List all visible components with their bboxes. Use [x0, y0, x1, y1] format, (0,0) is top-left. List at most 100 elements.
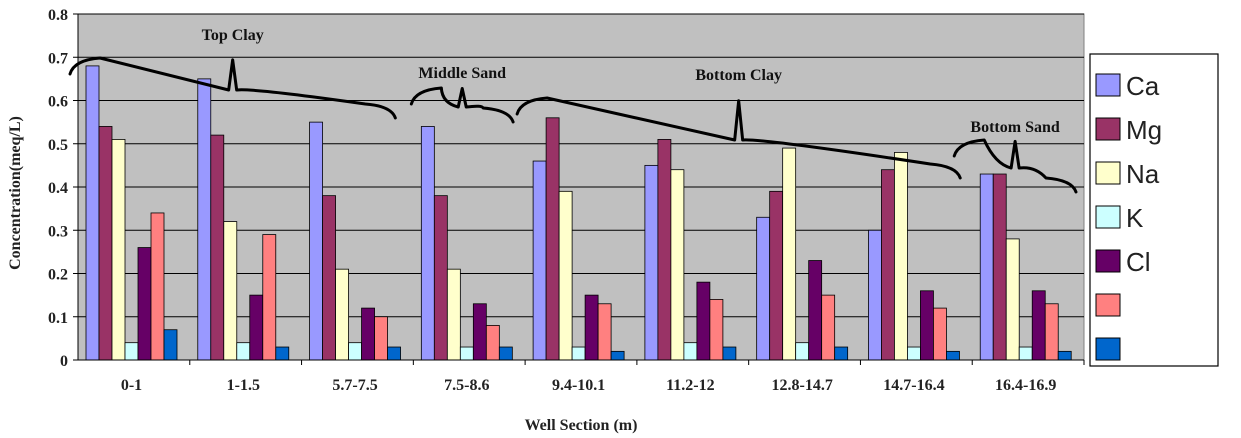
bar [472, 303, 487, 361]
legend-label: K [1126, 203, 1144, 233]
bars [85, 65, 1072, 361]
annotation-label: Bottom Sand [970, 119, 1059, 136]
bar [558, 190, 573, 361]
legend-swatch [1095, 249, 1121, 273]
bar [124, 342, 139, 361]
bar [1044, 303, 1059, 361]
bar [670, 169, 685, 361]
bar [1057, 350, 1072, 361]
y-tick-label: 0.7 [48, 50, 68, 67]
y-axis-title: Concentration(meq/L) [7, 116, 24, 270]
bar [584, 294, 599, 361]
legend-label: Na [1126, 159, 1160, 189]
bar [881, 169, 895, 361]
bar [210, 134, 225, 361]
bar [498, 346, 513, 361]
bar [782, 147, 797, 361]
y-tick-label: 0.1 [48, 310, 68, 327]
y-tick-label: 0.3 [48, 223, 68, 240]
bar [275, 346, 290, 361]
bar [545, 117, 560, 361]
gridlines [78, 13, 1084, 318]
bar [722, 346, 737, 361]
bar [262, 234, 277, 361]
bar [868, 229, 882, 361]
bar [163, 329, 178, 361]
annotation-brace [515, 96, 962, 180]
y-tick-label: 0 [60, 353, 68, 370]
bar [946, 350, 960, 361]
annotation-brace [409, 86, 515, 124]
bar [1018, 346, 1033, 361]
bar [644, 164, 659, 361]
bar [1005, 238, 1020, 361]
x-tick-label: 9.4-10.1 [552, 377, 605, 394]
y-tick-label: 0.6 [48, 94, 68, 111]
bar [111, 139, 126, 361]
y-tick-label: 0.4 [48, 180, 68, 197]
x-tick-label: 7.5-8.6 [444, 377, 489, 394]
bar [361, 307, 375, 361]
annotation-brace [952, 138, 1078, 194]
axes: 0 0.1 0.2 0.3 0.4 0.5 0.6 0.7 0.8 0-1 1-1.5 5.7-7.5… [48, 7, 1085, 394]
annotation-brace [68, 56, 397, 120]
bar [387, 346, 401, 361]
bar [894, 151, 908, 361]
x-tick-label: 14.7-16.4 [883, 377, 944, 394]
bar [85, 65, 100, 361]
bar [150, 212, 165, 361]
x-tick-label: 11.2-12 [666, 377, 714, 394]
bar [249, 294, 264, 361]
bar [236, 342, 251, 361]
x-axis-title: Well Section (m) [525, 417, 638, 434]
legend-swatch [1095, 73, 1121, 97]
bar [459, 346, 474, 361]
bar [907, 346, 921, 361]
legend-label: Mg [1126, 115, 1162, 145]
legend-swatch [1095, 117, 1121, 141]
bar [446, 268, 461, 361]
bar [756, 216, 771, 361]
bar [309, 121, 323, 361]
y-tick-label: 0.8 [48, 7, 68, 24]
annotation-label: Top Clay [202, 27, 264, 44]
bar [98, 126, 113, 361]
annotation-label: Bottom Clay [695, 67, 782, 84]
bar [137, 247, 152, 361]
bar [485, 324, 500, 361]
bar [808, 260, 823, 361]
y-tick-label: 0.5 [48, 137, 68, 154]
legend: Ca Mg Na K Cl [1089, 53, 1219, 367]
bar [433, 195, 448, 361]
bar [821, 294, 836, 361]
bar [769, 190, 784, 361]
annotation-label: Middle Sand [418, 65, 506, 82]
bar [920, 290, 934, 361]
bar [696, 281, 711, 361]
x-tick-label: 16.4-16.9 [995, 377, 1056, 394]
y-tick-label: 0.2 [48, 267, 68, 284]
bar [992, 173, 1007, 361]
bar [571, 346, 586, 361]
x-tick-label: 12.8-14.7 [772, 377, 833, 394]
bar [683, 342, 698, 361]
legend-swatch [1095, 337, 1121, 361]
bar [223, 221, 238, 361]
bar [979, 173, 994, 361]
legend-label: Cl [1126, 247, 1151, 277]
bar [348, 342, 362, 361]
bar [709, 299, 724, 361]
x-tick-label: 0-1 [121, 377, 142, 394]
bar [1031, 290, 1046, 361]
bar [197, 78, 212, 361]
x-tick-label: 1-1.5 [227, 377, 260, 394]
legend-swatch [1095, 205, 1121, 229]
bar [795, 342, 810, 361]
bar [374, 316, 388, 361]
bar [933, 307, 947, 361]
bar [657, 139, 672, 361]
legend-swatch [1095, 161, 1121, 185]
bar [532, 160, 547, 361]
bar [420, 126, 435, 361]
